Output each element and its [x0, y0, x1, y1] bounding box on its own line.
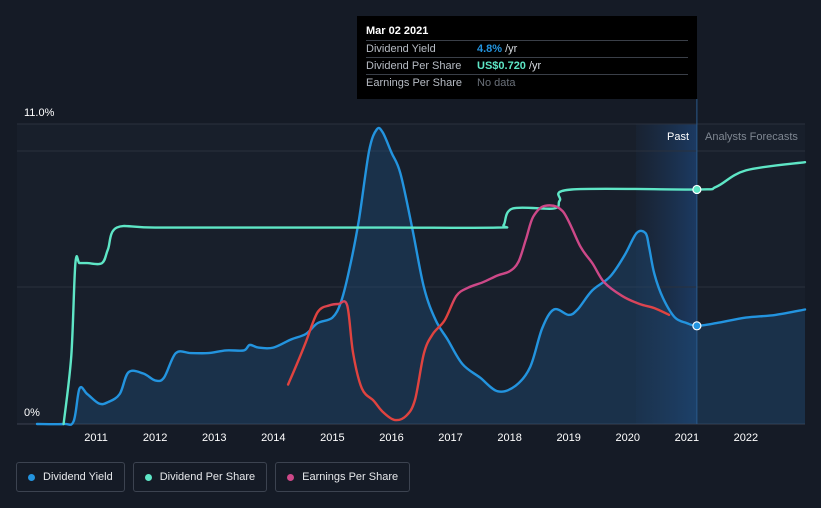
past-highlight-band — [636, 124, 697, 424]
legend-label: Dividend Yield — [43, 471, 113, 483]
dividend-yield-marker — [692, 321, 702, 331]
legend-dividend-per-share[interactable]: Dividend Per Share — [132, 462, 268, 492]
x-tick-label: 2022 — [734, 432, 758, 444]
x-tick-label: 2015 — [320, 432, 344, 444]
tooltip-unit: /yr — [528, 60, 542, 72]
x-tick-label: 2012 — [143, 432, 167, 444]
legend-dot-icon — [287, 473, 295, 481]
past-region-label: Past — [667, 131, 689, 143]
x-tick-label: 2014 — [261, 432, 285, 444]
tooltip-value: US$0.720 — [477, 60, 526, 72]
tooltip-value: No data — [477, 77, 516, 89]
x-tick-label: 2021 — [675, 432, 699, 444]
tooltip-row-earnings-per-share: Earnings Per Share No data — [366, 74, 688, 91]
chart-legend: Dividend Yield Dividend Per Share Earnin… — [16, 462, 411, 492]
tooltip-value: 4.8% — [477, 43, 503, 55]
dividend-per-share-marker — [692, 184, 702, 195]
x-tick-label: 2013 — [202, 432, 226, 444]
tooltip-label: Dividend Per Share — [366, 60, 462, 72]
legend-dot-icon — [144, 473, 152, 481]
x-tick-label: 2020 — [616, 432, 640, 444]
legend-dividend-yield[interactable]: Dividend Yield — [16, 462, 125, 492]
x-tick-label: 2011 — [84, 432, 108, 444]
tooltip-row-dividend-per-share: Dividend Per Share US$0.720 /yr — [366, 57, 688, 74]
hover-tooltip: Mar 02 2021 Dividend Yield 4.8% /yr Divi… — [357, 16, 697, 99]
y-axis-top-label: 11.0% — [24, 107, 55, 119]
tooltip-label: Dividend Yield — [366, 43, 436, 55]
x-tick-label: 2016 — [379, 432, 403, 444]
dividend-yield-line — [35, 126, 807, 426]
x-tick-label: 2018 — [497, 432, 521, 444]
x-tick-label: 2019 — [556, 432, 580, 444]
forecast-region-label: Analysts Forecasts — [705, 131, 798, 143]
tooltip-row-dividend-yield: Dividend Yield 4.8% /yr — [366, 40, 688, 57]
legend-dot-icon — [28, 473, 35, 481]
tooltip-unit: /yr — [505, 43, 518, 55]
tooltip-label: Earnings Per Share — [366, 77, 462, 89]
legend-label: Earnings Per Share — [302, 471, 399, 483]
legend-label: Dividend Per Share — [159, 471, 256, 483]
tooltip-date: Mar 02 2021 — [366, 25, 429, 37]
earnings-per-share-line — [286, 204, 671, 422]
legend-earnings-per-share[interactable]: Earnings Per Share — [275, 462, 411, 492]
y-axis-bottom-label: 0% — [24, 407, 40, 419]
dividend-per-share-line — [62, 161, 807, 426]
x-tick-label: 2017 — [438, 432, 462, 444]
